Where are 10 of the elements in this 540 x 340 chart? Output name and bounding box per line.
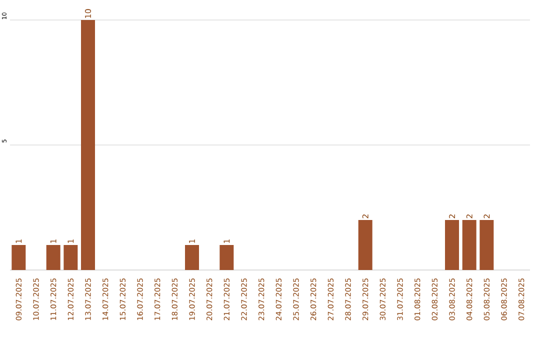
data-label: 1: [50, 239, 56, 243]
data-label: 2: [484, 214, 490, 218]
data-label: 2: [449, 214, 455, 218]
data-label: 1: [68, 239, 74, 243]
data-label: 2: [466, 214, 472, 218]
data-label: 1: [189, 239, 195, 243]
data-label: 10: [84, 9, 92, 18]
data-label: 1: [224, 239, 230, 243]
data-label: 2: [362, 214, 368, 218]
data-label: 1: [16, 239, 22, 243]
